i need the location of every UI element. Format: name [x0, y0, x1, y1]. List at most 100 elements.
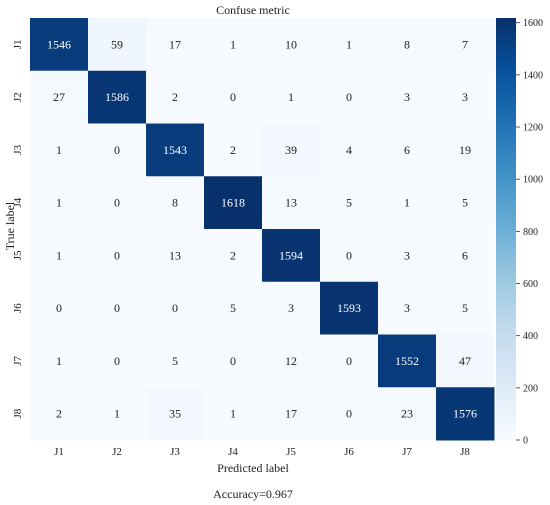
heatmap-cell [146, 176, 205, 230]
heatmap-cell [30, 229, 89, 283]
cell-value-label: 19 [459, 143, 471, 157]
heatmap-cell [88, 229, 147, 283]
heatmap-cell [30, 70, 89, 124]
colorbar-tick-label: 400 [523, 331, 538, 342]
cell-value-label: 0 [114, 143, 120, 157]
x-tick-label: J8 [460, 446, 470, 458]
heatmap-cell [378, 334, 437, 388]
y-tick-label: J1 [12, 39, 24, 49]
cell-value-label: 0 [114, 301, 120, 315]
cell-value-label: 8 [172, 196, 178, 210]
heatmap-cell [30, 123, 89, 177]
y-tick-label: J6 [12, 303, 24, 313]
heatmap-cell [204, 70, 263, 124]
cell-value-label: 2 [230, 143, 236, 157]
cell-value-label: 1546 [47, 37, 71, 51]
cell-value-label: 7 [462, 37, 468, 51]
heatmap-cell [262, 334, 321, 388]
cell-value-label: 1 [346, 37, 352, 51]
heatmap-cell [88, 281, 147, 335]
y-tick-label: J8 [12, 408, 24, 418]
heatmap-cell [378, 123, 437, 177]
heatmap-cell [320, 70, 379, 124]
cell-value-label: 1 [230, 407, 236, 421]
heatmap-cell [204, 334, 263, 388]
heatmap-cell [436, 123, 495, 177]
heatmap-cell [320, 281, 379, 335]
colorbar-tick-label: 1000 [523, 175, 543, 186]
cell-value-label: 1 [230, 37, 236, 51]
cell-value-label: 13 [169, 248, 181, 262]
heatmap-cell [320, 387, 379, 441]
colorbar-ticks: 0 200 400 600 800 1000 1200 1400 1600 [516, 18, 543, 447]
heatmap-cell [378, 229, 437, 283]
heatmap-cell [146, 334, 205, 388]
cell-value-label: 8 [404, 37, 410, 51]
cell-value-label: 1586 [105, 90, 129, 104]
cell-value-label: 1 [56, 354, 62, 368]
x-tick-labels: J1 J2 J3 J4 J5 J6 J7 J8 [54, 446, 470, 458]
cell-value-label: 1618 [221, 196, 245, 210]
heatmap-cell [378, 18, 437, 72]
y-axis-label: True label [3, 201, 17, 250]
heatmap-cell [436, 176, 495, 230]
heatmap-cell [320, 18, 379, 72]
cell-value-label: 10 [285, 37, 297, 51]
heatmap-cell [436, 281, 495, 335]
heatmap-cell [204, 387, 263, 441]
cell-value-label: 5 [462, 196, 468, 210]
cell-value-label: 5 [230, 301, 236, 315]
cell-value-label: 2 [172, 90, 178, 104]
y-tick-labels: J1 J2 J3 J4 J5 J6 J7 J8 [12, 39, 24, 418]
heatmap-cell [320, 176, 379, 230]
y-tick-label: J7 [12, 355, 24, 365]
y-tick-label: J3 [12, 144, 24, 154]
cell-value-label: 1 [114, 407, 120, 421]
heatmap-cell [262, 229, 321, 283]
cell-value-label: 0 [114, 248, 120, 262]
chart-title: Confuse metric [216, 3, 290, 17]
x-tick-label: J6 [344, 446, 354, 458]
heatmap-cell [378, 387, 437, 441]
cell-value-label: 0 [230, 354, 236, 368]
colorbar-tick-label: 600 [523, 279, 538, 290]
heatmap-cell [88, 387, 147, 441]
x-tick-label: J5 [286, 446, 296, 458]
cell-value-label: 0 [172, 301, 178, 315]
colorbar-tick-label: 1600 [523, 18, 543, 29]
cell-value-label: 5 [462, 301, 468, 315]
heatmap-cell [204, 229, 263, 283]
cell-value-label: 39 [285, 143, 297, 157]
cell-value-label: 47 [459, 354, 471, 368]
heatmap-cell [262, 176, 321, 230]
heatmap-cell [204, 123, 263, 177]
cell-value-label: 6 [462, 248, 468, 262]
heatmap-cell [30, 387, 89, 441]
cell-value-label: 17 [169, 37, 181, 51]
colorbar [496, 18, 516, 440]
colorbar-tick-label: 0 [523, 436, 528, 447]
x-tick-label: J7 [402, 446, 412, 458]
y-tick-label: J2 [12, 92, 24, 102]
heatmap-cell [378, 176, 437, 230]
accuracy-annotation: Accuracy=0.967 [213, 487, 293, 501]
cell-value-label: 17 [285, 407, 297, 421]
heatmap-cell [378, 70, 437, 124]
cell-value-label: 3 [462, 90, 468, 104]
cell-value-label: 6 [404, 143, 410, 157]
cell-value-label: 0 [346, 407, 352, 421]
heatmap-cell [262, 123, 321, 177]
colorbar-tick-label: 1200 [523, 123, 543, 134]
heatmap-cell [146, 229, 205, 283]
heatmap-cell [262, 387, 321, 441]
heatmap-cell [88, 176, 147, 230]
heatmap-cell [30, 18, 89, 72]
y-tick-label: J4 [12, 197, 24, 207]
cell-value-label: 3 [404, 248, 410, 262]
cell-value-label: 0 [56, 301, 62, 315]
cell-value-label: 3 [404, 301, 410, 315]
x-tick-label: J1 [54, 446, 64, 458]
cell-value-label: 1 [404, 196, 410, 210]
heatmap-cell [88, 70, 147, 124]
